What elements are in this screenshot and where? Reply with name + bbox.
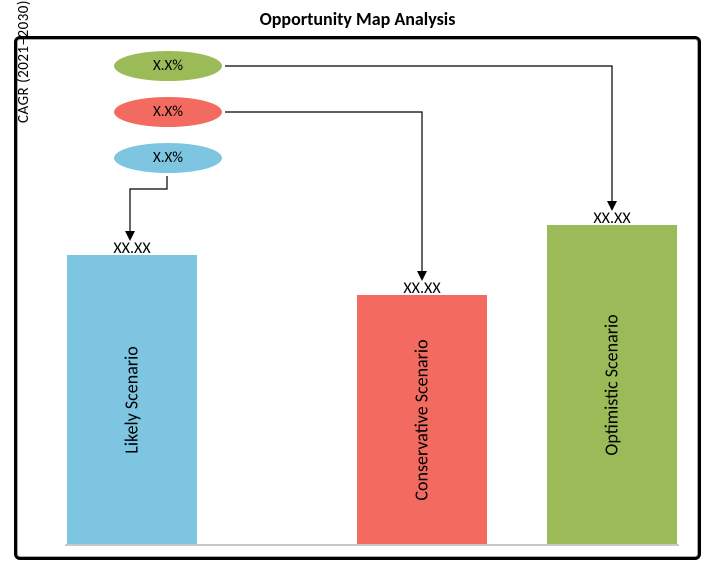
chart-frame: CAGR (2021–2030) X.X%X.X%X.X% Likely Sce…: [14, 36, 701, 560]
bar-likely-value: XX.XX: [82, 239, 182, 258]
bar-likely: Likely Scenario: [67, 255, 197, 545]
chart-title: Opportunity Map Analysis: [0, 0, 715, 36]
ellipse-conservative-label: X.X%: [153, 103, 183, 121]
baseline: [65, 544, 679, 546]
arrow-optimistic: [225, 66, 612, 205]
ellipse-likely: X.X%: [112, 141, 224, 175]
bar-conservative-value: XX.XX: [372, 279, 472, 298]
arrow-likely: [130, 176, 167, 235]
ellipse-conservative: X.X%: [112, 95, 224, 129]
ellipse-optimistic: X.X%: [112, 49, 224, 83]
arrow-conservative: [225, 112, 422, 275]
y-axis-label: CAGR (2021–2030): [15, 0, 33, 123]
bar-conservative-label: Conservative Scenario: [411, 339, 433, 500]
bar-optimistic-label: Optimistic Scenario: [601, 314, 623, 455]
bar-optimistic: Optimistic Scenario: [547, 225, 677, 545]
bar-conservative: Conservative Scenario: [357, 295, 487, 545]
bar-optimistic-value: XX.XX: [562, 209, 662, 228]
ellipse-likely-label: X.X%: [153, 149, 183, 167]
ellipse-optimistic-label: X.X%: [153, 57, 183, 75]
bar-likely-label: Likely Scenario: [121, 346, 143, 453]
